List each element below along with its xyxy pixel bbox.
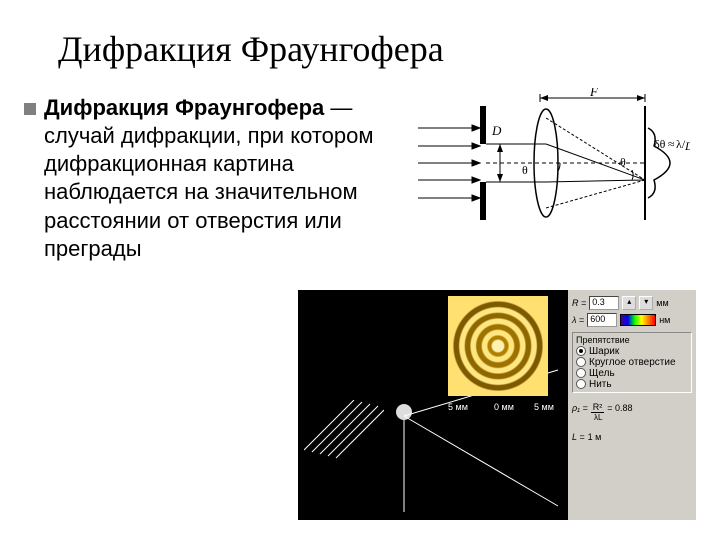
rho-den: λL xyxy=(594,413,692,422)
opt-hole[interactable]: Круглое отверстие xyxy=(576,357,688,368)
optics-diagram: F D θ θ δθ ≈ λ/ D xyxy=(410,88,690,238)
R-down[interactable]: ▾ xyxy=(639,296,653,310)
rho-lhs: ρ₁ = xyxy=(572,403,588,413)
R-label: R = xyxy=(572,298,586,308)
formula-D: D xyxy=(684,139,690,153)
R-up[interactable]: ▴ xyxy=(622,296,636,310)
rho-num: R² xyxy=(591,403,605,413)
formula-approx: ≈ xyxy=(668,137,675,151)
lambda-label: λ = xyxy=(572,315,584,325)
wave-hatch xyxy=(304,400,384,460)
scale-0: 0 мм xyxy=(494,402,514,412)
opt-wire[interactable]: Нить xyxy=(576,379,688,390)
scale-5: 5 мм xyxy=(534,402,554,412)
simulation-screenshot: 5 мм 0 мм 5 мм R = 0.3 ▴ ▾ мм λ = 600 нм… xyxy=(298,290,696,520)
rho-val: = 0.88 xyxy=(607,403,632,413)
L-value: 1 м xyxy=(588,432,602,442)
bullet-item: Дифракция Фраунгофера — случай дифракции… xyxy=(24,94,404,263)
L-label: L = xyxy=(572,432,585,442)
diffraction-pattern xyxy=(448,296,548,396)
lambda-row: λ = 600 нм xyxy=(572,311,692,328)
opt-slit[interactable]: Щель xyxy=(576,368,688,379)
bullet-marker xyxy=(24,103,36,115)
R-input[interactable]: 0.3 xyxy=(589,296,619,310)
L-row: L = 1 м xyxy=(572,428,692,445)
bullet-text: Дифракция Фраунгофера — случай дифракции… xyxy=(44,94,404,263)
sim-control-panel: R = 0.3 ▴ ▾ мм λ = 600 нм Препятствие Ша… xyxy=(568,290,696,520)
scale-neg5: 5 мм xyxy=(448,402,468,412)
lambda-unit: нм xyxy=(659,315,670,325)
lambda-input[interactable]: 600 xyxy=(587,313,617,327)
obstacle-group: Препятствие Шарик Круглое отверстие Щель… xyxy=(572,332,692,393)
page-title: Дифракция Фраунгофера xyxy=(0,0,720,70)
label-theta-1: θ xyxy=(522,163,528,177)
opt-disk[interactable]: Шарик xyxy=(576,346,688,357)
label-F: F xyxy=(589,88,599,99)
spectrum-bar[interactable] xyxy=(620,314,656,326)
label-D: D xyxy=(491,123,502,138)
term: Дифракция Фраунгофера xyxy=(44,95,324,120)
formula-lhs: δθ xyxy=(654,137,666,151)
obstacle-title: Препятствие xyxy=(576,335,688,345)
label-theta-2: θ xyxy=(620,155,626,169)
R-row: R = 0.3 ▴ ▾ мм xyxy=(572,294,692,311)
R-unit: мм xyxy=(656,298,668,308)
